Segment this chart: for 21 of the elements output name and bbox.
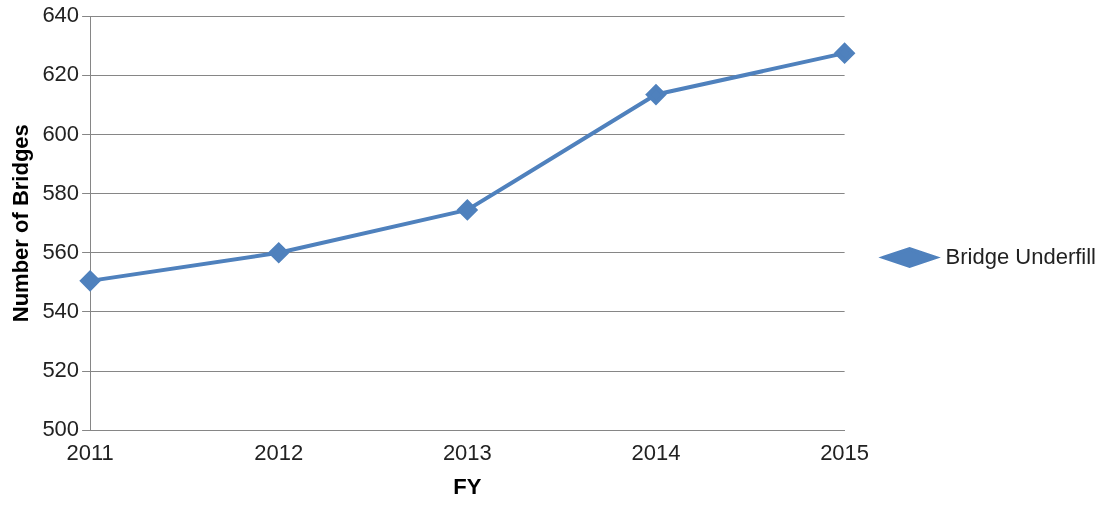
y-tick-label: 500 bbox=[42, 416, 80, 442]
y-tick-label: 600 bbox=[42, 120, 80, 146]
y-tick-label: 620 bbox=[42, 61, 80, 87]
x-tick-label: 2014 bbox=[631, 440, 681, 466]
point bbox=[834, 43, 855, 64]
point bbox=[457, 199, 478, 220]
x-tick-label: 2011 bbox=[66, 440, 114, 466]
x-tick-label: 2012 bbox=[254, 440, 304, 466]
y-tick-label: 540 bbox=[42, 297, 80, 323]
point bbox=[80, 270, 101, 291]
y-tick-label: 560 bbox=[42, 238, 80, 264]
x-tick-label: 2013 bbox=[442, 440, 492, 466]
x-axis-title: FY bbox=[453, 473, 482, 499]
legend-label: Bridge Underfill bbox=[945, 243, 1096, 269]
point bbox=[268, 242, 289, 263]
point bbox=[645, 84, 666, 105]
y-axis-title: Number of Bridges bbox=[8, 124, 34, 323]
y-tick-label: 520 bbox=[42, 357, 80, 383]
y-tick-label: 640 bbox=[42, 2, 80, 28]
y-tick-label: 580 bbox=[42, 179, 80, 205]
x-tick-label: 2015 bbox=[820, 440, 870, 466]
